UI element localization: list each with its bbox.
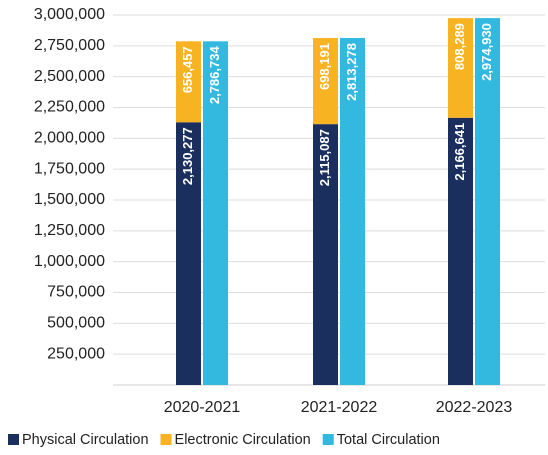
value-label: 2,130,277 [180,127,195,185]
legend-label: Total Circulation [337,432,440,448]
value-label: 2,974,930 [479,23,494,81]
value-label: 656,457 [180,46,195,93]
y-tick-label: 500,000 [47,315,105,332]
bar [448,18,473,118]
y-tick-label: 750,000 [47,284,105,301]
value-label: 2,813,278 [344,43,359,101]
value-label: 2,786,734 [207,46,222,105]
bar [176,122,201,385]
legend-swatch [8,434,19,445]
y-tick-label: 3,000,000 [34,6,105,23]
bar [340,38,365,385]
value-label: 2,166,641 [452,123,467,181]
value-label: 2,115,087 [317,129,332,186]
legend-swatch [160,434,172,445]
bar [475,18,500,385]
value-label: 698,191 [317,43,332,90]
bar [313,124,338,385]
y-tick-label: 2,250,000 [34,99,105,116]
x-tick-label: 2021-2022 [301,399,378,416]
y-tick-label: 1,250,000 [34,222,105,239]
value-label: 808,289 [452,23,467,70]
bar [448,117,473,385]
legend-label: Electronic Circulation [175,432,311,448]
y-tick-label: 2,000,000 [34,130,105,147]
y-tick-label: 2,750,000 [34,37,105,54]
bar [176,41,201,123]
x-tick-label: 2020-2021 [164,399,241,416]
legend-label: Physical Circulation [22,432,149,448]
legend-swatch [322,434,334,445]
y-tick-label: 1,500,000 [34,191,105,208]
y-tick-label: 1,000,000 [34,253,105,270]
y-tick-label: 2,500,000 [34,68,105,85]
x-tick-label: 2022-2023 [436,399,513,416]
bar [313,38,338,125]
bar [203,41,228,386]
y-tick-label: 250,000 [47,345,105,362]
y-tick-label: 1,750,000 [34,160,105,177]
